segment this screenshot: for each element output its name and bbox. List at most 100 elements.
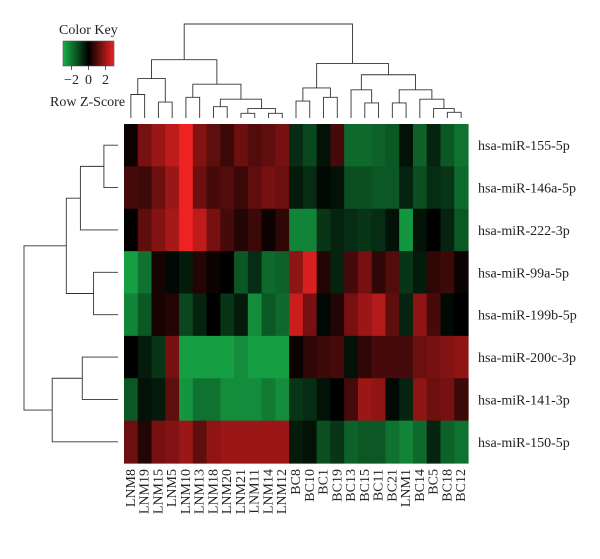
color-key: Color Key −2 0 2 Row Z-Score [50,23,125,110]
heatmap-cell [412,208,428,252]
heatmap-cell [151,251,166,295]
row-dendrogram-branch [51,377,118,443]
heatmap-cell [316,208,331,252]
heatmap-cell [440,378,455,422]
heatmap-cell [151,208,166,252]
heatmap-cell [137,378,153,422]
heatmap-cell [454,293,469,337]
heatmap-cell [275,335,290,379]
heatmap-cell [440,166,455,210]
heatmap-cell [247,166,263,210]
column-label: LNM13 [193,469,208,514]
heatmap-cell [454,124,469,167]
heatmap-cell [385,293,400,337]
heatmap-cell [426,166,442,210]
heatmap-cell [192,251,208,295]
heatmap-cell [371,208,387,252]
heatmap-cell [220,208,235,252]
column-label: LNM21 [234,469,249,514]
heatmap-cell [344,166,359,210]
heatmap-cell [371,166,387,210]
heatmap-cell [192,293,208,337]
heatmap-cell [316,251,331,295]
heatmap-cell [124,208,139,252]
heatmap-cell [234,208,249,252]
heatmap-cell [344,420,359,464]
row-label: hsa-miR-222-3p [478,224,570,239]
heatmap-cell [330,208,345,252]
heatmap-cell [426,293,442,337]
heatmap-cell [440,293,455,337]
heatmap-cell [206,208,221,252]
column-dendrogram-branch [240,112,256,118]
heatmap-cell [454,166,469,210]
row-dendrogram-branch [65,197,94,294]
heatmap-cell [289,335,304,379]
heatmap-cell [399,378,414,422]
row-label: hsa-miR-199b-5p [478,309,577,324]
column-dendrogram-branch [137,78,166,103]
heatmap-cell [426,335,442,379]
column-label: LNM10 [179,469,194,514]
row-dendrogram-branch [103,144,118,189]
heatmap-cell [220,420,235,464]
heatmap-cell [399,251,414,295]
heatmap-cell [261,420,276,464]
row-labels: hsa-miR-155-5p hsa-miR-146a-5p hsa-miR-222… [478,139,577,451]
heatmap-cell [412,335,428,379]
heatmap-cell [412,420,428,464]
row-dendrogram-branch [79,165,118,231]
heatmap-cell [261,251,276,295]
heatmap-cell [316,166,331,210]
heatmap-cell [151,378,166,422]
heatmap-cell [206,124,221,167]
color-key-scale-label: Row Z-Score [50,95,125,110]
column-label: BC21 [385,469,400,502]
heatmap-cell [289,166,304,210]
heatmap-cell [275,293,290,337]
heatmap-cell [151,124,166,167]
heatmap-cell [261,208,276,252]
heatmap-cell [371,378,387,422]
color-key-tick-label: −2 [64,73,79,88]
heatmap-cell [137,124,153,167]
column-dendrogram-branch [157,101,173,118]
column-dendrogram-branch [295,100,311,118]
column-label: LNM5 [165,469,180,507]
heatmap-cell [275,208,290,252]
heatmap-cell [385,335,400,379]
column-label: LNM1 [399,469,414,507]
heatmap-cell [426,208,442,252]
column-dendrogram-branch [212,106,228,118]
heatmap-cell [220,251,235,295]
heatmap-cell [234,378,249,422]
heatmap-cell [399,124,414,167]
column-dendrogram-branch [433,108,455,118]
heatmap-cell [179,124,194,167]
heatmap-cell [399,293,414,337]
heatmap-cell [165,335,180,379]
heatmap-cell [385,166,400,210]
heatmap-cell [289,251,304,295]
heatmap-cell [234,251,249,295]
heatmap-cell [124,378,139,422]
column-label: LNM12 [275,469,290,514]
heatmap-cell [302,166,318,210]
heatmap-cell [454,335,469,379]
heatmap-cell [316,378,331,422]
heatmap-cell [330,251,345,295]
heatmap-cell [412,124,428,167]
heatmap-cell [440,124,455,167]
heatmap-cell [124,251,139,295]
heatmap-cell [206,293,221,337]
heatmap-cell [426,420,442,464]
row-label: hsa-miR-150-5p [478,436,570,451]
row-dendrogram-branch [81,356,118,400]
heatmap-cell [399,166,414,210]
heatmap-cell [206,378,221,422]
row-dendrogram-branch [23,245,67,411]
heatmap-cell [179,208,194,252]
heatmap-cell [179,166,194,210]
heatmap-cell [124,293,139,337]
heatmap-cell [399,208,414,252]
